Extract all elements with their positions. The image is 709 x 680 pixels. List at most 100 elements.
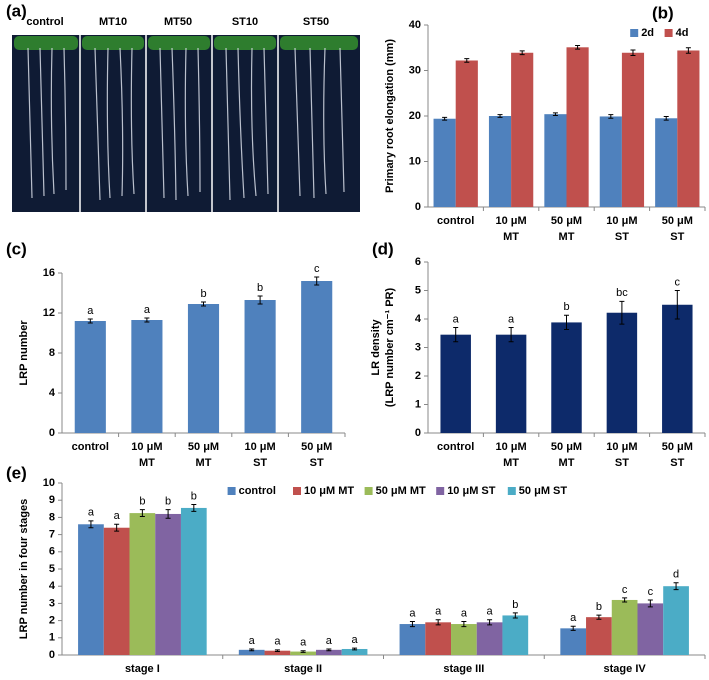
error-bar	[191, 504, 197, 512]
x-tick-label: ST	[615, 231, 629, 243]
error-bar	[673, 582, 679, 591]
bar	[451, 624, 477, 655]
x-tick-label: ST	[670, 231, 684, 243]
legend-label: 2d	[641, 27, 654, 39]
error-bar	[674, 290, 680, 320]
significance-letter: a	[409, 607, 416, 619]
significance-letter: a	[144, 304, 151, 316]
y-tick-label: 6	[49, 546, 55, 558]
bar	[502, 615, 529, 655]
significance-letter: a	[274, 636, 281, 648]
bar	[238, 649, 265, 655]
significance-letter: b	[165, 496, 171, 508]
y-tick-label: 10	[43, 477, 55, 489]
y-tick-label: 12	[43, 307, 55, 319]
photo-label: MT50	[164, 16, 192, 28]
error-bar	[596, 614, 602, 620]
bar	[74, 321, 106, 433]
error-bar	[497, 114, 503, 118]
significance-letter: b	[200, 288, 206, 300]
significance-letter: a	[300, 637, 307, 649]
bar	[78, 524, 104, 655]
x-tick-label: MT	[139, 457, 155, 469]
y-tick-label: 1	[415, 398, 421, 410]
y-tick-label: 40	[409, 19, 421, 31]
x-tick-label: control	[437, 441, 474, 453]
x-tick-label: 10 μM	[245, 441, 276, 453]
bar	[455, 60, 478, 207]
legend-swatch	[436, 487, 445, 495]
error-bar	[442, 116, 448, 121]
y-tick-label: 9	[49, 494, 55, 506]
legend-label: 10 μM ST	[447, 485, 496, 497]
x-tick-label: MT	[503, 457, 519, 469]
error-bar	[300, 650, 306, 653]
bar	[599, 116, 622, 207]
error-bar	[352, 647, 358, 651]
photo-label: ST10	[232, 16, 258, 28]
significance-letter: c	[648, 586, 654, 598]
error-bar	[512, 612, 518, 619]
bar	[560, 628, 587, 655]
bar	[663, 586, 689, 655]
significance-letter: d	[673, 569, 679, 581]
y-tick-label: 20	[409, 110, 421, 122]
error-bar	[435, 619, 441, 626]
error-bar	[274, 649, 280, 653]
photo-label: ST50	[303, 16, 329, 28]
bar	[315, 649, 342, 655]
y-tick-label: 7	[49, 529, 55, 541]
x-tick-label: 10 μM	[606, 441, 637, 453]
error-bar	[564, 314, 569, 331]
x-tick-label: 50 μM	[301, 441, 332, 453]
x-tick-label: MT	[503, 231, 519, 243]
bar	[301, 281, 333, 433]
legend-label: 4d	[676, 27, 689, 39]
y-tick-label: 0	[415, 201, 421, 213]
bar	[341, 648, 368, 655]
significance-letter: a	[326, 635, 333, 647]
x-tick-label: 10 μM	[131, 441, 162, 453]
significance-letter: b	[139, 496, 145, 508]
x-tick-label: control	[72, 441, 109, 453]
significance-letter: a	[461, 607, 468, 619]
error-bar	[257, 295, 263, 305]
legend-label: 10 μM MT	[304, 485, 354, 497]
y-tick-label: 10	[409, 155, 421, 167]
y-axis-label: LR density	[370, 319, 382, 376]
error-bar	[409, 620, 415, 628]
y-tick-label: 5	[49, 563, 55, 575]
significance-letter: b	[512, 599, 518, 611]
significance-letter: a	[508, 313, 515, 325]
photo-label: MT10	[99, 16, 127, 28]
error-bar	[139, 509, 145, 518]
bar	[399, 624, 426, 655]
bar	[611, 599, 638, 655]
legend-swatch	[227, 487, 236, 495]
photo-label: control	[26, 16, 63, 28]
bar	[551, 322, 582, 433]
error-bar	[622, 597, 628, 603]
significance-letter: c	[622, 584, 628, 596]
roots	[27, 47, 345, 201]
y-tick-label: 0	[49, 427, 55, 439]
x-tick-label: ST	[310, 457, 324, 469]
y-tick-label: 2	[49, 615, 55, 627]
bar	[425, 622, 452, 655]
error-bar	[87, 318, 93, 324]
x-tick-label: stage I	[125, 663, 160, 675]
error-bar	[461, 620, 467, 628]
legend-swatch	[664, 29, 673, 37]
error-bar	[144, 317, 150, 323]
x-tick-label: 50 μM	[662, 215, 693, 227]
bar	[244, 300, 276, 433]
y-tick-label: 16	[43, 267, 55, 279]
error-bar	[453, 327, 459, 343]
y-tick-label: 6	[415, 256, 421, 268]
x-tick-label: 10 μM	[496, 215, 527, 227]
y-tick-label: 3	[49, 597, 55, 609]
significance-letter: a	[88, 507, 95, 519]
x-tick-label: stage IV	[604, 663, 647, 675]
y-tick-label: 8	[49, 347, 55, 359]
